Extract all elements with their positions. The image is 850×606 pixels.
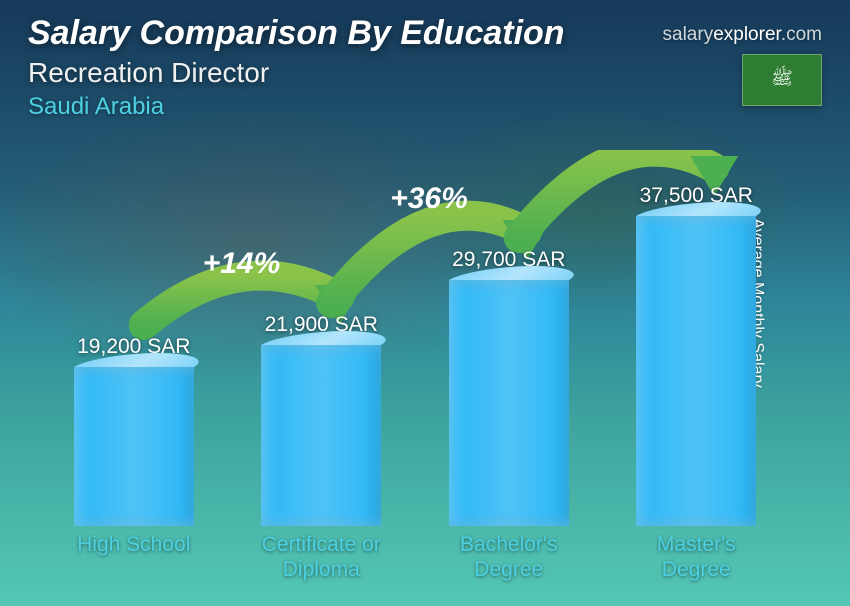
category-label: Master'sDegree	[614, 532, 779, 584]
category-label: Certificate orDiploma	[239, 532, 404, 584]
bar	[74, 367, 194, 526]
watermark-suffix: .com	[781, 24, 822, 45]
bar-group: 21,900 SAR	[239, 313, 404, 526]
bar-group: 19,200 SAR	[51, 335, 216, 526]
category-labels: High School Certificate orDiploma Bachelor…	[40, 532, 790, 584]
bar-front-face	[636, 216, 756, 526]
bar-front-face	[74, 367, 194, 526]
flag-saudi-arabia: ﷺ	[742, 54, 822, 106]
bar-group: 37,500 SAR	[614, 184, 779, 526]
bar-chart: +14%+36%+26% 19,200 SAR21,900 SAR29,700 …	[40, 150, 790, 584]
category-label: Bachelor'sDegree	[426, 532, 591, 584]
category-label: High School	[51, 532, 216, 584]
bars-container: 19,200 SAR21,900 SAR29,700 SAR37,500 SAR	[40, 150, 790, 526]
subtitle-country: Saudi Arabia	[28, 93, 822, 121]
bar-group: 29,700 SAR	[426, 248, 591, 526]
watermark: salaryexplorer.com	[663, 24, 822, 46]
bar	[449, 280, 569, 526]
watermark-prefix: salary	[663, 24, 714, 45]
bar	[261, 345, 381, 526]
bar-front-face	[449, 280, 569, 526]
bar-front-face	[261, 345, 381, 526]
bar	[636, 216, 756, 526]
watermark-highlight: explorer	[713, 24, 781, 45]
subtitle-role: Recreation Director	[28, 57, 822, 89]
flag-shahada-icon: ﷺ	[771, 67, 793, 93]
